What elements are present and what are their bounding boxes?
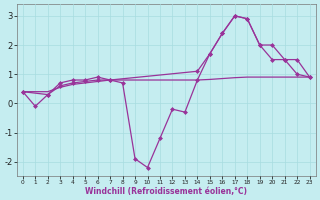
X-axis label: Windchill (Refroidissement éolien,°C): Windchill (Refroidissement éolien,°C) xyxy=(85,187,247,196)
